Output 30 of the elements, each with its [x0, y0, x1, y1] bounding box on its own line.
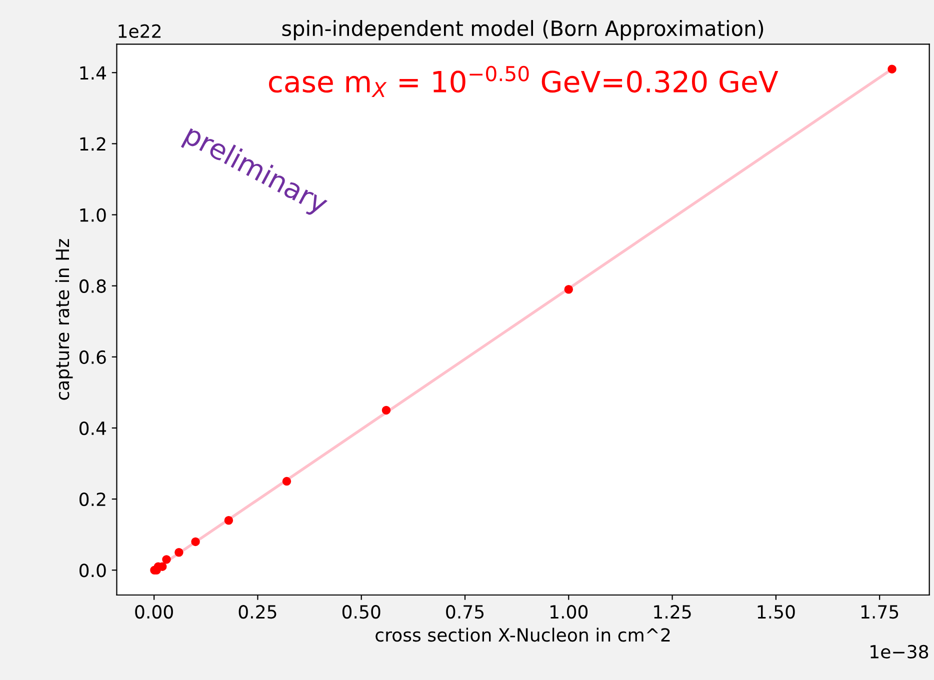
x-tick-label: 1.75 — [861, 605, 898, 619]
x-tick-label: 1.50 — [758, 605, 795, 619]
x-tick-label: 1.00 — [550, 605, 588, 619]
y-tick-label: 0.2 — [80, 492, 106, 506]
point — [282, 476, 292, 486]
point — [564, 285, 574, 294]
point — [174, 548, 184, 557]
y-tick-label: 1.4 — [80, 66, 106, 80]
point — [382, 406, 391, 415]
y-tick-label: 0.0 — [80, 564, 106, 578]
text: 1e22 — [118, 24, 161, 38]
y-tick-label: 0.8 — [80, 279, 106, 293]
point — [191, 537, 200, 546]
chart-title: spin-independent model (Born Approximation) — [282, 20, 764, 40]
x-tick-label: 0.75 — [446, 605, 484, 619]
point — [224, 516, 234, 525]
point — [162, 555, 171, 564]
x-tick-label: 0.00 — [135, 605, 173, 619]
point — [888, 64, 896, 74]
x-axis-title: cross section X-Nucleon in cm^2 — [376, 628, 670, 642]
y-tick-label: 0.6 — [80, 350, 106, 364]
x-tick-label: 1.25 — [654, 605, 691, 619]
y-axis-title: capture rate in Hz — [55, 239, 73, 400]
x-tick-label: 0.25 — [238, 605, 276, 619]
y-tick-label: 1.0 — [80, 208, 106, 222]
text: 1e−38 — [870, 644, 928, 659]
x-tick-label: 0.50 — [342, 605, 380, 619]
y-tick-label: 0.4 — [80, 421, 106, 436]
annotation: case m$_{X}$ = 10$^{−0.50}$ GeV=0.320 GeV — [269, 66, 778, 97]
y-tick-label: 1.2 — [80, 137, 106, 151]
